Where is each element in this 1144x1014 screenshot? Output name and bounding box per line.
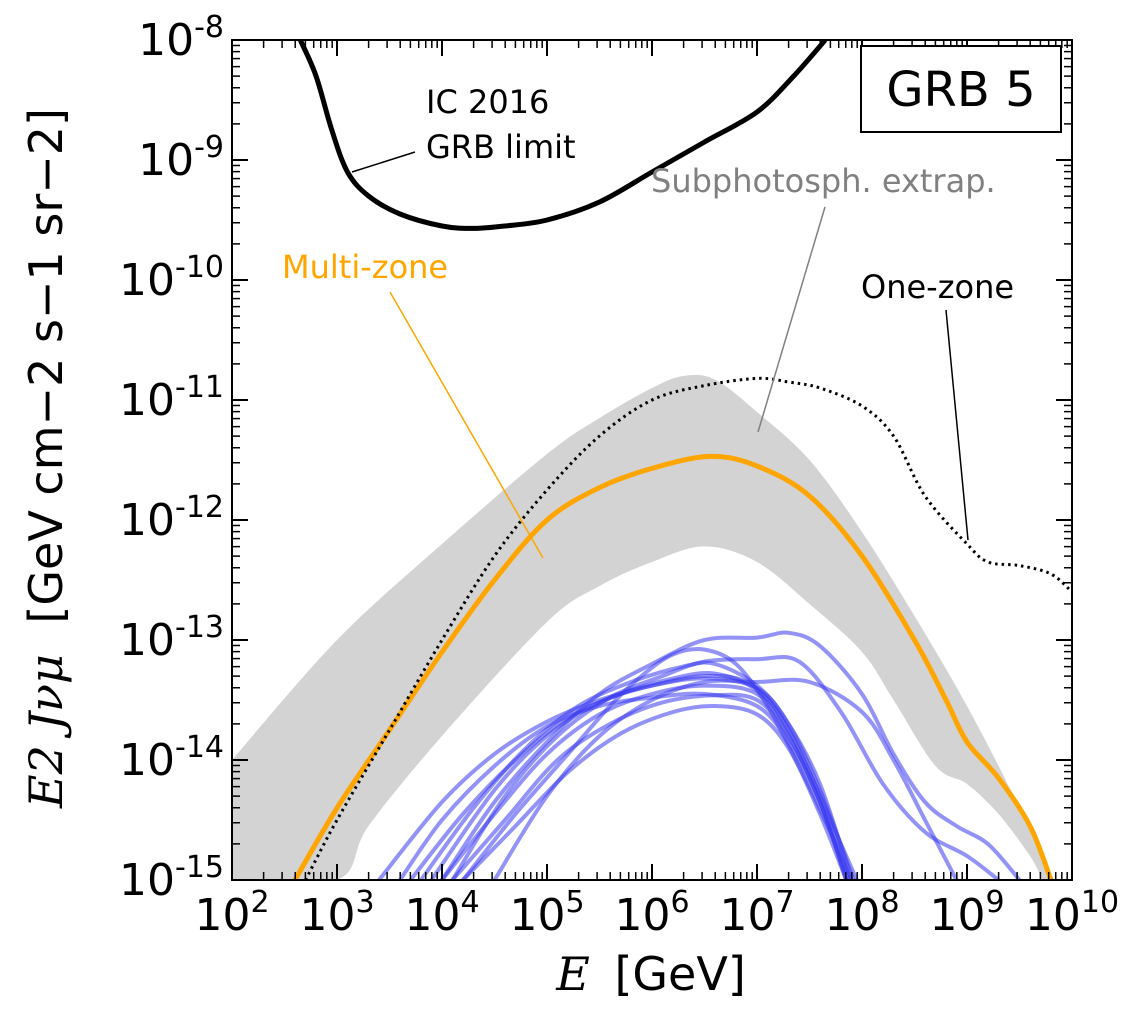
- y-tick-label: 10-10: [119, 250, 224, 306]
- y-tick-label: 10-14: [119, 730, 224, 786]
- multi-zone-line: [292, 453, 1054, 880]
- y-tick-labels: 10-8 10-9 10-10 10-11 10-12 10-13 10-14 10-15: [119, 10, 224, 906]
- blue-curve-12: [440, 630, 1022, 880]
- annotation-multizone: Multi-zone: [282, 248, 448, 286]
- y-tick-label: 10-8: [138, 10, 224, 66]
- blue-curve-9: [461, 647, 854, 880]
- x-tick-label: 103: [299, 885, 374, 941]
- annotation-ic2016-line1: IC 2016: [426, 83, 549, 121]
- band-layer: [232, 374, 1051, 880]
- x-tick-label: 107: [719, 885, 794, 941]
- svg-text:E2 Jνμ [GeV cm−2 s−1 sr−: E2 Jνμ [GeV cm−2 s−1 sr−2]: [19, 108, 73, 809]
- series-layer: [292, 40, 1072, 880]
- badge-label: GRB 5: [886, 62, 1035, 118]
- leader-onezone: [945, 309, 969, 541]
- subphotosph-band: [232, 374, 1051, 880]
- blue-curve-11: [450, 654, 1001, 880]
- x-tick-label: 108: [824, 885, 899, 941]
- annotation-onezone: One-zone: [861, 268, 1014, 306]
- annotation-leaders: [351, 151, 969, 559]
- y-axis-title: E2 Jνμ [GeV cm−2 s−1 sr−2]: [19, 108, 73, 809]
- annotation-ic2016-line2: GRB limit: [426, 128, 576, 166]
- y-axis-unit: [GeV cm−2 s−1 sr−2]: [19, 108, 73, 624]
- x-tick-label: 104: [404, 885, 479, 941]
- y-tick-label: 10-15: [119, 850, 224, 906]
- svg-text:E [GeV]: E [GeV]: [555, 947, 746, 1001]
- x-tick-label: 109: [929, 885, 1004, 941]
- blue-curve-7: [450, 692, 851, 880]
- leader-multizone: [389, 291, 544, 559]
- x-tick-label: 1010: [1025, 885, 1119, 941]
- ic2016-limit-line: [298, 40, 828, 231]
- y-tick-label: 10-12: [119, 490, 224, 546]
- leader-ic2016: [351, 151, 416, 173]
- x-axis-title: E [GeV]: [555, 947, 746, 1001]
- x-axis-unit: [GeV]: [614, 947, 745, 1001]
- annotation-subphotosph: Subphotosph. extrap.: [651, 162, 996, 200]
- x-tick-label: 102: [194, 885, 269, 941]
- y-axis-var: E2 Jνμ: [19, 654, 73, 809]
- x-tick-label: 106: [614, 885, 689, 941]
- y-tick-label: 10-13: [119, 610, 224, 666]
- blue-curves-layer: [377, 630, 1022, 880]
- badge-box: [860, 45, 1062, 133]
- leader-subphotosph: [757, 206, 826, 433]
- y-tick-label: 10-11: [119, 370, 224, 426]
- x-tick-label: 105: [509, 885, 584, 941]
- x-tick-labels: 102 103 104 105 106 107 108 109 1010: [194, 885, 1119, 941]
- blue-curve-10: [492, 677, 959, 880]
- y-tick-label: 10-9: [138, 130, 224, 186]
- x-axis-var: E: [555, 947, 590, 1001]
- blue-curve-5: [429, 673, 859, 880]
- blue-curve-3: [408, 671, 852, 880]
